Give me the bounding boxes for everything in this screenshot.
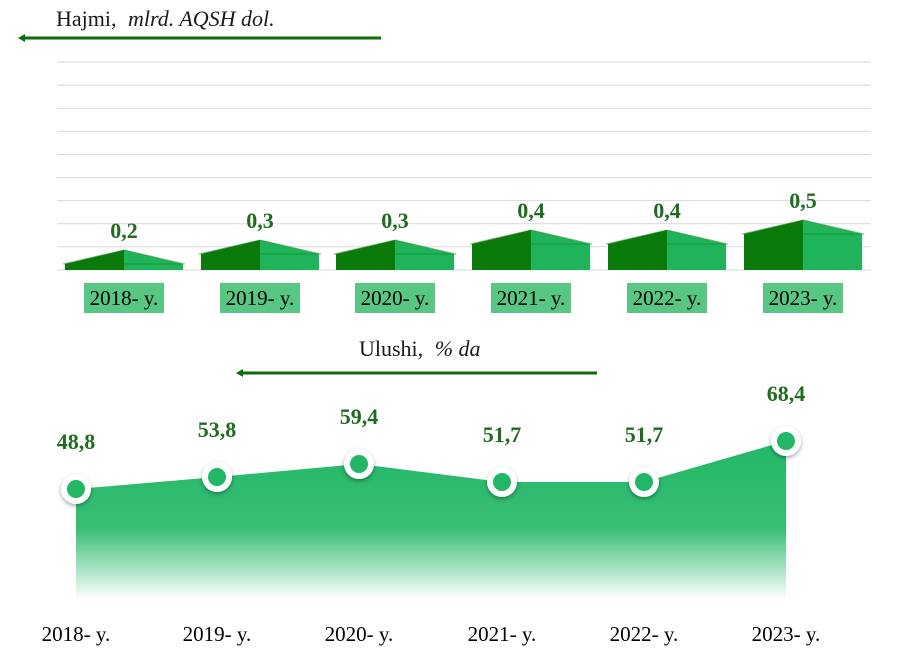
bar-chart-bars: 0,2 2018- y. 0,3 2019- y. 0,3 2020- y. 0,4 2021…: [62, 188, 865, 313]
area-category-label: 2021- y.: [468, 622, 537, 646]
area-marker: [635, 473, 653, 491]
bar-category-label: 2021- y.: [497, 286, 566, 310]
area-marker: [67, 480, 85, 498]
bar-highlight: [667, 230, 726, 270]
bar-value-label: 0,5: [789, 188, 817, 213]
tick-highlight: [220, 283, 300, 313]
area-marker: [208, 468, 226, 486]
bar: [744, 220, 803, 270]
area-marker: [777, 432, 795, 450]
area-value-label: 51,7: [625, 422, 664, 447]
area-marker: [493, 473, 511, 491]
area-chart-title-unit: % da: [435, 336, 481, 361]
bar: [336, 240, 395, 270]
area-value-label: 51,7: [483, 422, 522, 447]
area-marker: [350, 455, 368, 473]
area-category-label: 2019- y.: [183, 622, 252, 646]
bar-head-outline: [198, 239, 322, 255]
svg-text:Hajmi, mlrd. AQSH dol.: Hajmi, mlrd. AQSH dol.: [56, 6, 275, 31]
bar-head-outline: [741, 219, 865, 235]
bar: [201, 240, 260, 270]
bar-chart-title: Hajmi, mlrd. AQSH dol.: [18, 6, 381, 42]
tick-highlight: [84, 283, 164, 313]
bar-head-outline: [605, 229, 729, 245]
bar-chart-title-text: Hajmi,: [56, 6, 117, 31]
area-chart: 48,8 2018- y. 53,8 2019- y. 59,4 2020- y. 51,7…: [42, 381, 821, 646]
bar-category-label: 2018- y.: [90, 286, 159, 310]
bar-highlight: [124, 250, 183, 270]
area-fill: [76, 441, 786, 600]
svg-text:Ulushi, % da: Ulushi, % da: [359, 336, 481, 361]
bar-value-label: 0,3: [246, 208, 274, 233]
area-category-label: 2023- y.: [752, 622, 821, 646]
area-chart-title: Ulushi, % da: [236, 336, 597, 377]
bar-category-label: 2020- y.: [361, 286, 430, 310]
area-value-label: 48,8: [57, 429, 96, 454]
area-category-label: 2018- y.: [42, 622, 111, 646]
bar-highlight: [531, 230, 590, 270]
bar-category-label: 2023- y.: [769, 286, 838, 310]
area-value-label: 68,4: [767, 381, 806, 406]
bar-title-arrowhead: [18, 34, 25, 42]
tick-highlight: [627, 283, 707, 313]
area-category-label: 2022- y.: [610, 622, 679, 646]
bar-head-outline: [469, 229, 593, 245]
bar-value-label: 0,2: [110, 218, 138, 243]
area-title-arrowhead: [236, 369, 243, 377]
bar-value-label: 0,3: [381, 208, 409, 233]
bar: [472, 230, 531, 270]
bar-category-label: 2019- y.: [226, 286, 295, 310]
bar-highlight: [803, 220, 862, 270]
area-category-label: 2020- y.: [325, 622, 394, 646]
bar-chart-title-unit: mlrd. AQSH dol.: [128, 6, 275, 31]
area-chart-title-text: Ulushi,: [359, 336, 423, 361]
tick-highlight: [763, 283, 843, 313]
bar-chart-grid: [57, 61, 871, 271]
bar-head-outline: [333, 239, 457, 255]
bar-highlight: [260, 240, 319, 270]
bar-head-outline: [62, 249, 186, 265]
bar-highlight: [395, 240, 454, 270]
tick-highlight: [491, 283, 571, 313]
tick-highlight: [355, 283, 435, 313]
bar-value-label: 0,4: [517, 198, 545, 223]
bar-value-label: 0,4: [653, 198, 681, 223]
area-value-label: 59,4: [340, 404, 379, 429]
bar-category-label: 2022- y.: [633, 286, 702, 310]
area-value-label: 53,8: [198, 417, 237, 442]
bar: [65, 250, 124, 270]
bar: [608, 230, 667, 270]
